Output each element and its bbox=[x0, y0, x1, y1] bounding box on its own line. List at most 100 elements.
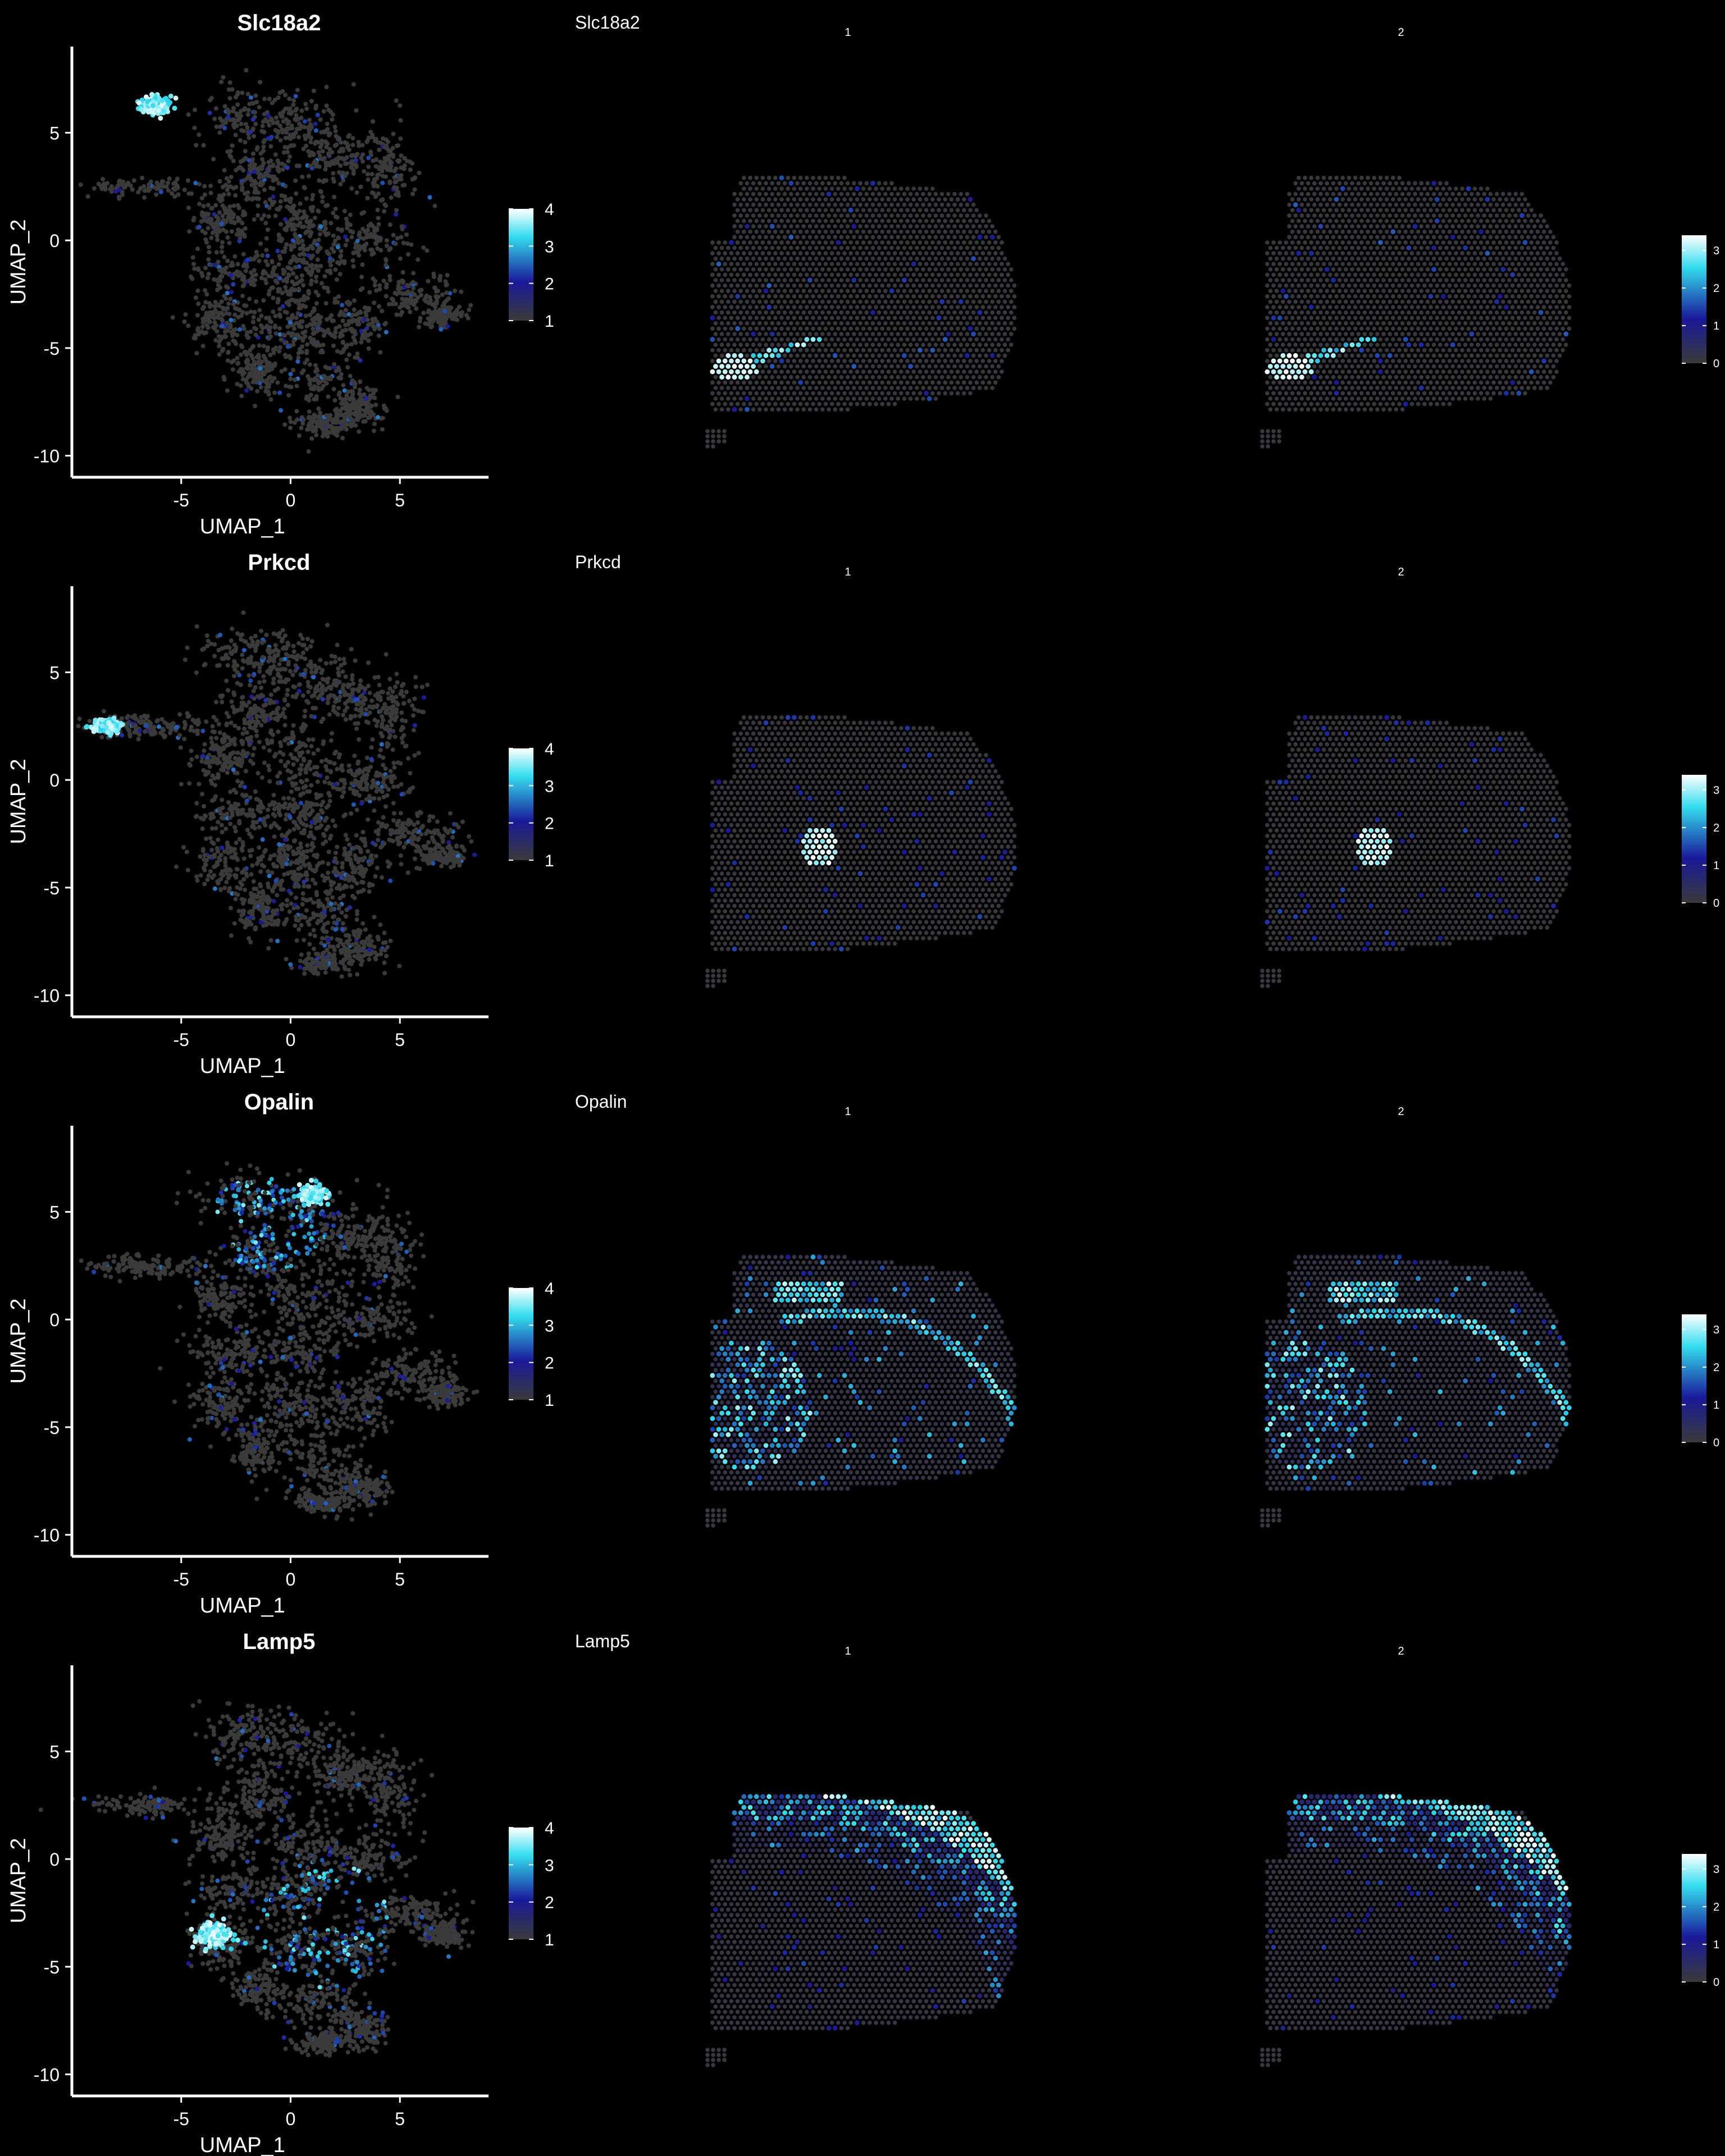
cell-point bbox=[226, 342, 231, 346]
cell-point bbox=[239, 343, 244, 348]
cell-point bbox=[273, 152, 278, 157]
cell-point bbox=[296, 135, 301, 139]
cell-point bbox=[318, 189, 323, 194]
cell-point bbox=[305, 358, 309, 362]
cell-point bbox=[297, 209, 302, 213]
cell-point bbox=[209, 96, 214, 101]
cell-point bbox=[215, 237, 220, 242]
cell-point bbox=[280, 89, 285, 94]
cell-point bbox=[263, 221, 268, 225]
cell-point bbox=[344, 358, 349, 362]
cell-point bbox=[276, 249, 280, 253]
cell-point bbox=[264, 248, 268, 252]
cell-point bbox=[266, 254, 270, 258]
cell-point bbox=[336, 236, 341, 240]
cell-point bbox=[194, 143, 198, 148]
cell-point bbox=[271, 309, 275, 314]
cell-point bbox=[426, 279, 430, 284]
cell-point bbox=[382, 202, 387, 207]
cell-point bbox=[239, 394, 244, 398]
cell-point bbox=[332, 362, 336, 367]
cell-point bbox=[238, 239, 242, 243]
cell-point bbox=[339, 249, 343, 253]
cell-point bbox=[254, 299, 258, 304]
cell-point bbox=[253, 404, 257, 408]
cell-point bbox=[413, 188, 417, 192]
cell-point bbox=[348, 374, 353, 378]
cell-point bbox=[269, 397, 273, 401]
cell-point bbox=[367, 290, 372, 295]
cell-point bbox=[225, 188, 230, 192]
cell-point bbox=[196, 326, 200, 331]
cell-point bbox=[92, 186, 97, 191]
cell-point bbox=[282, 422, 287, 427]
cell-point bbox=[310, 197, 314, 202]
cell-point bbox=[262, 188, 267, 192]
cell-point bbox=[313, 106, 318, 111]
cell-point bbox=[372, 396, 377, 400]
cell-point bbox=[325, 103, 329, 108]
cell-point bbox=[288, 415, 292, 420]
cell-point bbox=[388, 278, 393, 282]
cell-point bbox=[208, 184, 213, 188]
cell-point bbox=[261, 298, 266, 303]
cell-point bbox=[375, 173, 380, 177]
cell-point bbox=[351, 136, 355, 140]
cell-point bbox=[245, 311, 249, 316]
cell-point bbox=[300, 175, 304, 179]
cell-point bbox=[389, 195, 394, 200]
cell-point bbox=[324, 301, 328, 305]
cell-point bbox=[333, 125, 337, 129]
cell-point bbox=[193, 108, 197, 112]
cell-point bbox=[417, 171, 422, 175]
cell-point bbox=[253, 310, 257, 314]
cell-point bbox=[254, 93, 258, 98]
cell-point bbox=[320, 281, 324, 286]
cell-point bbox=[202, 204, 206, 208]
cell-point bbox=[197, 202, 202, 206]
cell-point bbox=[277, 326, 282, 331]
cell-point bbox=[267, 205, 272, 210]
cell-point bbox=[231, 282, 235, 286]
cell-point bbox=[398, 103, 402, 108]
cell-point bbox=[332, 387, 336, 391]
umap-title: Slc18a2 bbox=[237, 11, 321, 35]
cell-point bbox=[220, 250, 224, 254]
cell-point bbox=[207, 250, 211, 254]
cell-point bbox=[226, 302, 231, 306]
cell-point bbox=[258, 241, 263, 246]
cell-point bbox=[398, 118, 403, 122]
cell-point bbox=[194, 351, 199, 355]
cell-point bbox=[280, 291, 285, 295]
cell-point bbox=[405, 241, 410, 246]
cell-point bbox=[358, 380, 362, 384]
cell-point bbox=[277, 391, 282, 395]
cell-point bbox=[286, 393, 291, 398]
cell-point bbox=[240, 294, 245, 298]
cell-point bbox=[207, 245, 211, 249]
cell-point bbox=[240, 90, 244, 95]
cell-point bbox=[333, 267, 337, 272]
cell-point bbox=[283, 285, 288, 289]
cell-point bbox=[419, 288, 423, 293]
cell-point bbox=[366, 172, 370, 176]
cell-point bbox=[359, 275, 364, 279]
cell-point bbox=[303, 119, 307, 124]
cell-point bbox=[318, 232, 322, 236]
cell-point bbox=[345, 365, 350, 369]
cell-point bbox=[291, 271, 295, 276]
cell-point bbox=[212, 117, 217, 121]
cell-point bbox=[209, 191, 213, 195]
cell-point bbox=[409, 243, 414, 247]
cell-point bbox=[257, 105, 262, 109]
cell-point bbox=[298, 324, 302, 328]
cell-point bbox=[288, 154, 292, 159]
cell-point bbox=[242, 327, 247, 331]
cell-point bbox=[251, 117, 255, 122]
cell-point bbox=[358, 185, 363, 189]
cell-point bbox=[298, 202, 303, 206]
cell-point bbox=[187, 229, 191, 234]
cell-point bbox=[289, 419, 293, 424]
cell-point bbox=[304, 144, 308, 148]
